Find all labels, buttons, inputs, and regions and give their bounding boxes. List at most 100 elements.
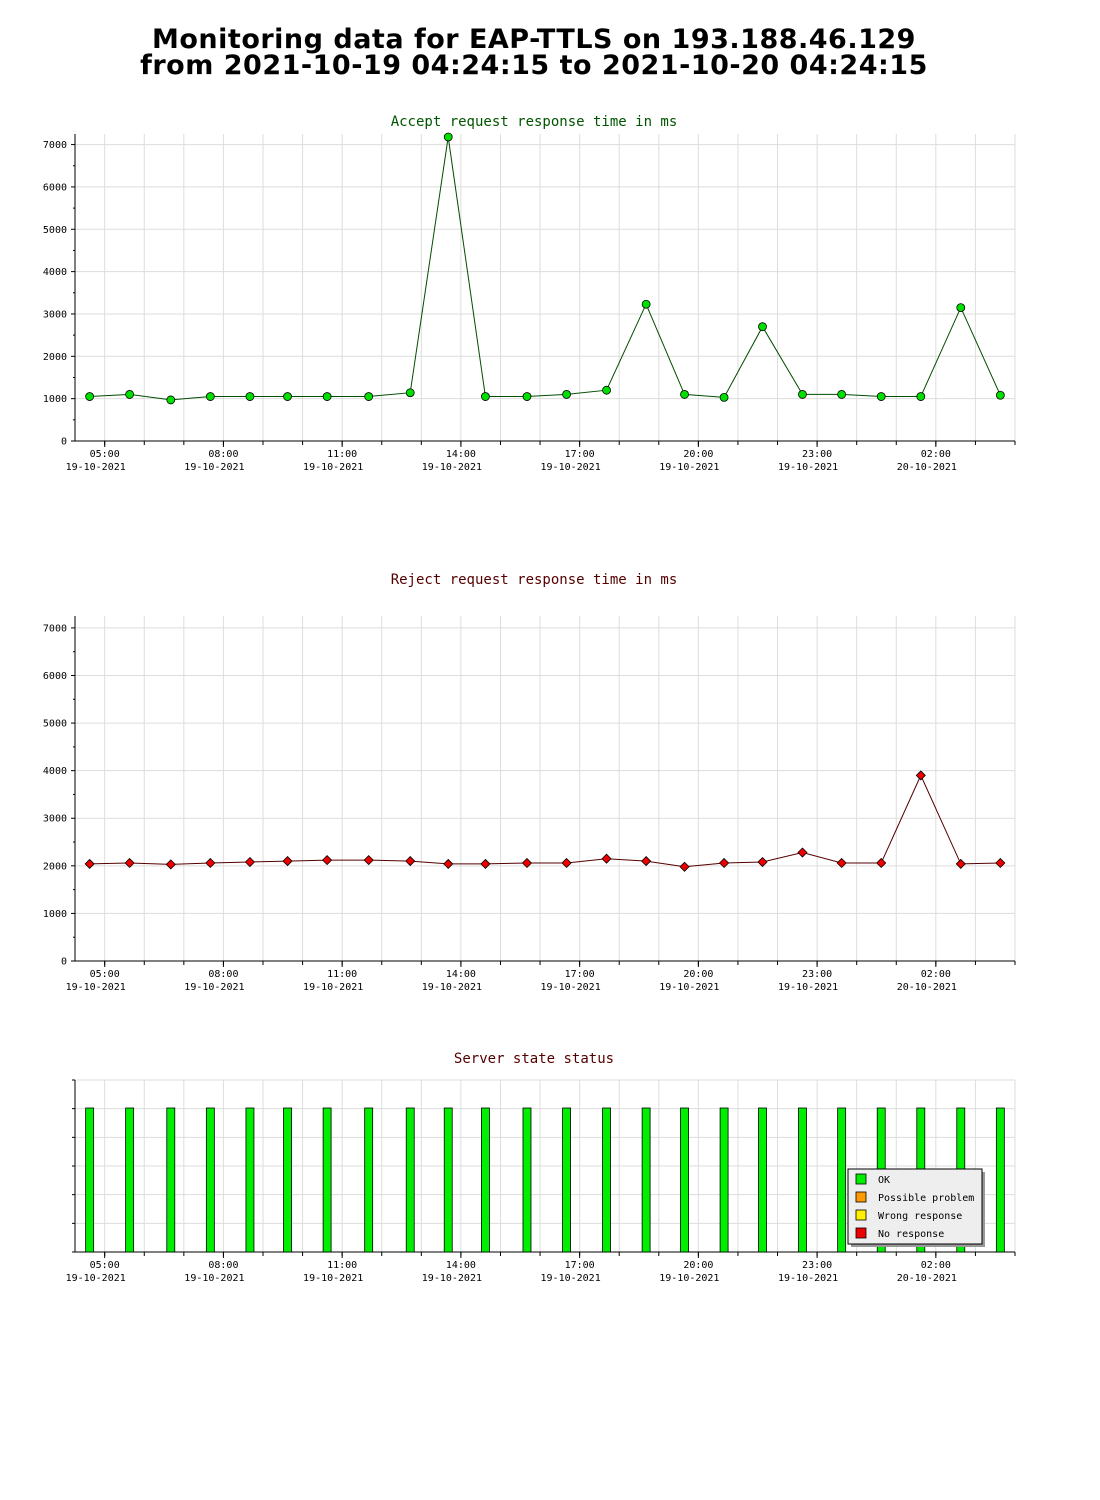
accept-ytick-label: 5000 xyxy=(43,225,67,236)
accept-data-point xyxy=(837,390,847,399)
accept-data-point xyxy=(680,390,689,399)
status-xtick-time: 02:00 xyxy=(921,1260,951,1271)
server-status-chart: 05:00 19-10-2021 08:00 19-10-2021 11:00 19-10… xyxy=(66,1079,1016,1284)
reject-xtick-date: 19-10-2021 xyxy=(184,982,244,993)
status-xtick-date: 20-10-2021 xyxy=(897,1273,957,1284)
accept-ytick-label: 1000 xyxy=(43,394,67,405)
reject-data-point xyxy=(480,858,491,869)
reject-xtick-time: 08:00 xyxy=(208,969,238,980)
accept-chart-title: Accept request response time in ms xyxy=(391,114,678,130)
reject-data-point xyxy=(165,859,176,870)
legend-label: OK xyxy=(878,1175,890,1186)
page-title-line-1: Monitoring data for EAP-TTLS on 193.188.… xyxy=(152,24,916,55)
accept-xtick-date: 19-10-2021 xyxy=(66,462,126,473)
accept-data-point xyxy=(85,392,95,401)
reject-xtick-date: 19-10-2021 xyxy=(303,982,363,993)
legend-swatch xyxy=(855,1209,867,1221)
reject-xtick-time: 20:00 xyxy=(683,969,713,980)
status-bar xyxy=(85,1107,95,1253)
status-bar xyxy=(719,1107,729,1253)
reject-ytick-label: 5000 xyxy=(43,719,67,730)
status-bar xyxy=(481,1107,490,1253)
reject-data-point xyxy=(84,858,95,869)
reject-data-point xyxy=(836,857,847,869)
accept-data-point xyxy=(283,392,292,401)
reject-ytick-label: 4000 xyxy=(43,766,67,777)
reject-ytick-label: 1000 xyxy=(43,909,67,920)
status-bar xyxy=(443,1107,453,1253)
reject-data-point xyxy=(876,857,887,869)
status-xtick-time: 20:00 xyxy=(683,1260,713,1271)
accept-data-point xyxy=(562,390,571,399)
reject-ytick-label: 7000 xyxy=(43,623,67,634)
reject-xtick-date: 19-10-2021 xyxy=(778,982,838,993)
reject-data-point xyxy=(363,855,374,866)
accept-xtick-time: 14:00 xyxy=(446,449,476,460)
reject-response-chart: 0 1000 2000 3000 4000 5000 6000 7000 05:00 19-10-… xyxy=(43,616,1016,993)
status-xtick-date: 19-10-2021 xyxy=(422,1273,482,1284)
reject-data-point xyxy=(244,856,256,868)
reject-data-point xyxy=(915,770,926,781)
reject-xtick-date: 19-10-2021 xyxy=(541,982,601,993)
status-xtick-date: 19-10-2021 xyxy=(303,1273,363,1284)
accept-xtick-time: 08:00 xyxy=(208,449,238,460)
accept-data-point xyxy=(798,390,807,399)
reject-data-point xyxy=(955,858,966,869)
status-bar xyxy=(283,1107,292,1253)
accept-data-point xyxy=(602,385,611,395)
page-title-line-2: from 2021-10-19 04:24:15 to 2021-10-20 0… xyxy=(140,50,928,81)
legend-label: Possible problem xyxy=(878,1193,974,1204)
reject-data-point xyxy=(641,856,652,867)
accept-xtick-date: 19-10-2021 xyxy=(303,462,363,473)
reject-data-point xyxy=(322,855,333,866)
status-xtick-time: 05:00 xyxy=(90,1260,120,1271)
accept-xtick-date: 19-10-2021 xyxy=(659,462,719,473)
reject-xtick-time: 23:00 xyxy=(802,969,832,980)
legend-label: Wrong response xyxy=(878,1211,962,1222)
reject-data-point xyxy=(679,861,690,872)
accept-xtick-time: 11:00 xyxy=(327,449,357,460)
reject-data-point xyxy=(719,857,730,869)
status-bar xyxy=(837,1107,847,1253)
status-bar xyxy=(405,1107,415,1253)
reject-data-point xyxy=(561,857,572,869)
reject-xtick-date: 19-10-2021 xyxy=(66,982,126,993)
accept-xtick-date: 20-10-2021 xyxy=(897,462,957,473)
status-bar xyxy=(562,1107,571,1253)
accept-data-point xyxy=(245,392,255,401)
accept-data-point xyxy=(876,392,886,401)
accept-xtick-date: 19-10-2021 xyxy=(778,462,838,473)
accept-data-point xyxy=(481,392,490,401)
reject-data-point xyxy=(443,858,454,869)
accept-data-point xyxy=(443,132,453,142)
accept-response-chart: 0 1000 2000 3000 4000 5000 6000 7000 05:00 19-10-… xyxy=(43,132,1016,473)
accept-data-point xyxy=(758,322,767,332)
status-chart-title: Server state status xyxy=(454,1051,614,1067)
status-xtick-time: 08:00 xyxy=(208,1260,238,1271)
status-bar xyxy=(364,1107,374,1253)
reject-ytick-label: 6000 xyxy=(43,671,67,682)
accept-data-point xyxy=(166,395,176,405)
accept-xtick-time: 05:00 xyxy=(90,449,120,460)
reject-xtick-time: 14:00 xyxy=(446,969,476,980)
status-bar xyxy=(602,1107,611,1253)
reject-xtick-time: 05:00 xyxy=(90,969,120,980)
legend-swatch xyxy=(855,1227,867,1239)
status-xtick-date: 19-10-2021 xyxy=(184,1273,244,1284)
accept-data-point xyxy=(522,392,532,401)
accept-xtick-date: 19-10-2021 xyxy=(422,462,482,473)
reject-xtick-time: 11:00 xyxy=(327,969,357,980)
status-xtick-time: 17:00 xyxy=(565,1260,595,1271)
status-bar xyxy=(758,1107,767,1253)
reject-data-point xyxy=(405,856,416,867)
status-xtick-time: 14:00 xyxy=(446,1260,476,1271)
accept-series-line xyxy=(89,136,1001,401)
accept-xtick-time: 02:00 xyxy=(921,449,951,460)
accept-ytick-label: 2000 xyxy=(43,352,67,363)
accept-ytick-label: 3000 xyxy=(43,309,67,320)
accept-xtick-time: 17:00 xyxy=(565,449,595,460)
accept-ytick-label: 6000 xyxy=(43,182,67,193)
status-bar xyxy=(322,1107,332,1253)
accept-data-point xyxy=(916,392,926,401)
status-bar xyxy=(205,1107,215,1253)
